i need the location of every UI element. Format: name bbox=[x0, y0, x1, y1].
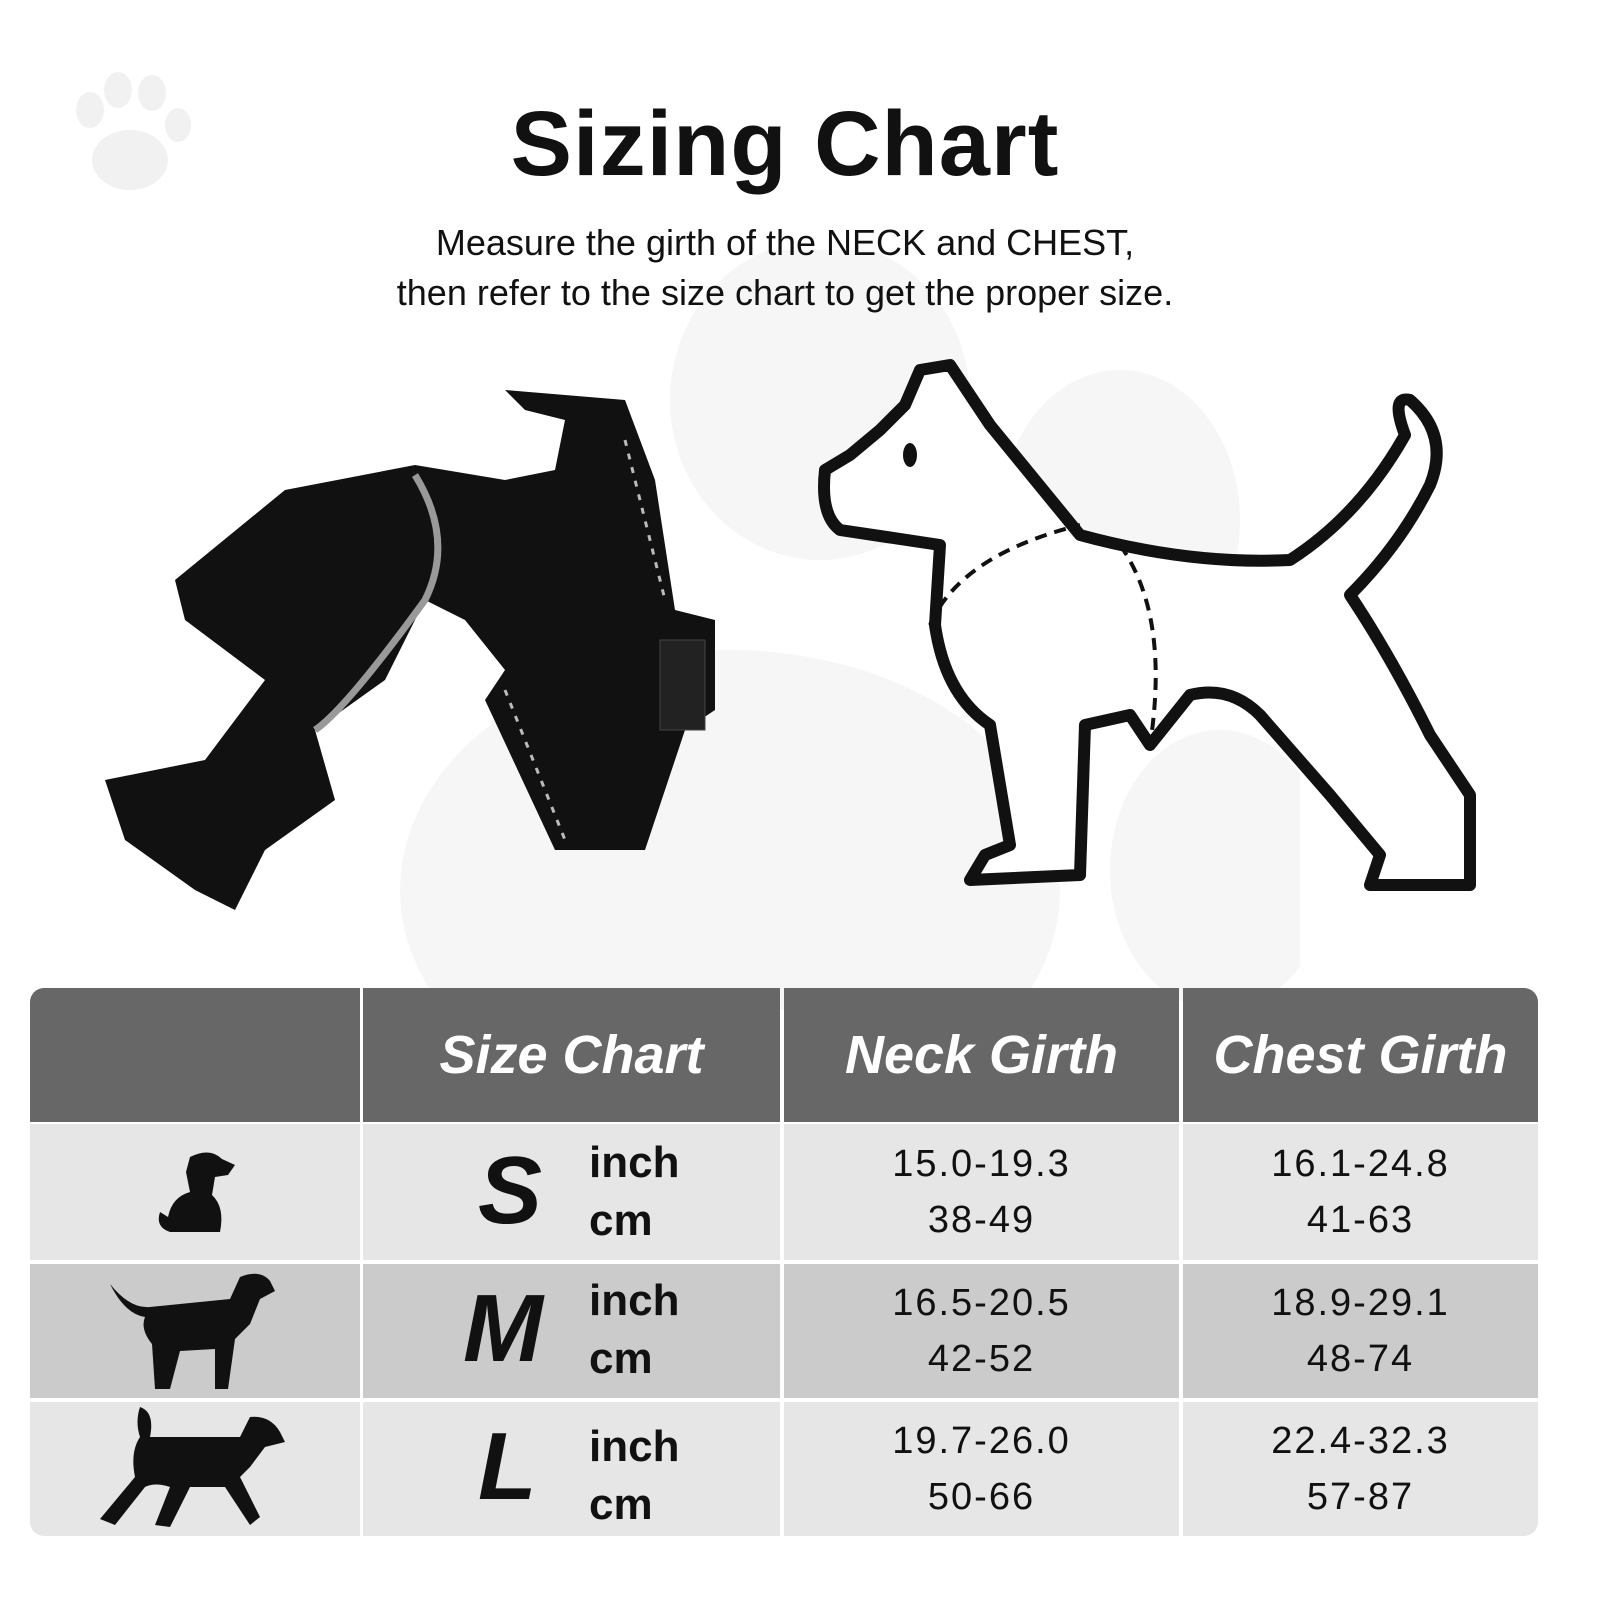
unit-cm: cm bbox=[589, 1196, 653, 1245]
header-chest-girth: Chest Girth bbox=[1183, 988, 1538, 1122]
subtitle-line-1: Measure the girth of the NECK and CHEST, bbox=[435, 222, 1135, 263]
paw-watermark-icon bbox=[76, 72, 191, 190]
header-size-chart: Size Chart bbox=[363, 988, 780, 1122]
neck-inch: 16.5-20.5 bbox=[892, 1282, 1071, 1324]
chest-cm: 48-74 bbox=[1306, 1338, 1415, 1380]
chest-inch: 18.9-29.1 bbox=[1271, 1282, 1450, 1324]
size-table: Size Chart Neck Girth Chest Girth S inch… bbox=[30, 988, 1538, 1536]
neck-girth-cell: 15.0-19.3 38-49 bbox=[784, 1124, 1179, 1260]
size-cell-s: S inch cm bbox=[363, 1124, 780, 1260]
chest-cm: 57-87 bbox=[1306, 1476, 1415, 1518]
chest-inch: 16.1-24.8 bbox=[1271, 1143, 1450, 1185]
chest-inch: 22.4-32.3 bbox=[1271, 1420, 1450, 1462]
neck-cm: 38-49 bbox=[927, 1199, 1036, 1241]
unit-inch: inch bbox=[589, 1422, 680, 1471]
dog-measure-diagram bbox=[818, 359, 1476, 891]
neck-cm: 50-66 bbox=[927, 1476, 1036, 1518]
chest-cm: 41-63 bbox=[1306, 1199, 1415, 1241]
size-label: M bbox=[463, 1275, 543, 1382]
small-dog-sitting-icon bbox=[158, 1152, 235, 1232]
harness-image bbox=[105, 390, 715, 910]
chest-girth-cell: 18.9-29.1 48-74 bbox=[1183, 1264, 1538, 1398]
neck-cm: 42-52 bbox=[927, 1338, 1036, 1380]
neck-girth-cell: 19.7-26.0 50-66 bbox=[784, 1402, 1179, 1536]
page-title: Sizing Chart bbox=[510, 93, 1060, 195]
medium-dog-standing-icon bbox=[110, 1273, 275, 1389]
unit-cm: cm bbox=[589, 1334, 653, 1383]
size-label: S bbox=[478, 1137, 543, 1244]
chest-girth-cell: 16.1-24.8 41-63 bbox=[1183, 1124, 1538, 1260]
unit-inch: inch bbox=[589, 1276, 680, 1325]
size-cell-m: M inch cm bbox=[363, 1264, 780, 1398]
neck-inch: 15.0-19.3 bbox=[892, 1143, 1071, 1185]
neck-girth-cell: 16.5-20.5 42-52 bbox=[784, 1264, 1179, 1398]
size-label: L bbox=[478, 1413, 537, 1520]
header-cell-icon bbox=[30, 988, 360, 1122]
subtitle-line-2: then refer to the size chart to get the … bbox=[396, 272, 1174, 313]
row-icon-cell bbox=[30, 1124, 360, 1260]
row-icon-cell bbox=[30, 1264, 360, 1398]
large-dog-walking-icon bbox=[100, 1406, 285, 1527]
neck-inch: 19.7-26.0 bbox=[892, 1420, 1071, 1462]
row-icon-cell bbox=[30, 1402, 360, 1536]
header-neck-girth: Neck Girth bbox=[784, 988, 1179, 1122]
chest-girth-cell: 22.4-32.3 57-87 bbox=[1183, 1402, 1538, 1536]
size-cell-l: L inch cm bbox=[363, 1402, 780, 1536]
unit-cm: cm bbox=[589, 1480, 653, 1529]
unit-inch: inch bbox=[589, 1138, 680, 1187]
